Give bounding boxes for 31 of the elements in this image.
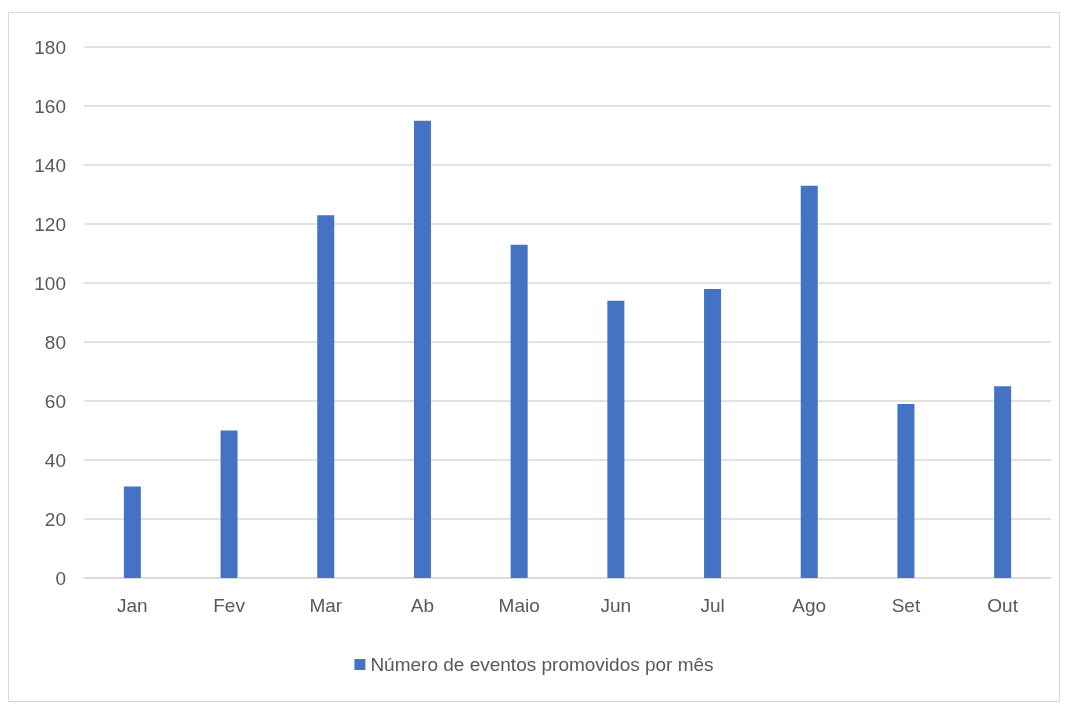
y-tick-label: 160 — [34, 95, 66, 117]
bar — [413, 120, 431, 578]
bar — [123, 486, 141, 578]
x-tick-label: Jun — [600, 595, 632, 616]
x-tick-label: Ago — [792, 595, 827, 616]
bar — [317, 215, 335, 578]
bar — [607, 300, 625, 578]
x-tick-label: Fev — [213, 595, 246, 616]
x-tick-label: Jul — [700, 595, 725, 616]
y-tick-label: 180 — [34, 36, 66, 58]
y-tick-label: 40 — [44, 449, 66, 471]
legend-label: Número de eventos promovidos por mês — [370, 654, 714, 675]
y-tick-label: 140 — [34, 154, 66, 176]
x-tick-label: Mar — [309, 595, 343, 616]
bar — [994, 386, 1012, 578]
x-tick-label: Maio — [498, 595, 540, 616]
bar — [220, 430, 238, 578]
x-tick-label: Set — [891, 595, 921, 616]
x-tick-label: Out — [987, 595, 1019, 616]
y-tick-label: 20 — [44, 508, 66, 530]
y-tick-label: 60 — [44, 390, 66, 412]
bar — [510, 244, 528, 578]
bar — [800, 185, 818, 578]
y-tick-label: 120 — [34, 213, 66, 235]
y-tick-label: 100 — [34, 272, 66, 294]
x-tick-label: Ab — [410, 595, 435, 616]
bar — [897, 403, 915, 578]
bar — [704, 288, 722, 578]
y-tick-label: 0 — [55, 567, 66, 589]
y-tick-label: 80 — [44, 331, 66, 353]
x-tick-label: Jan — [117, 595, 148, 616]
